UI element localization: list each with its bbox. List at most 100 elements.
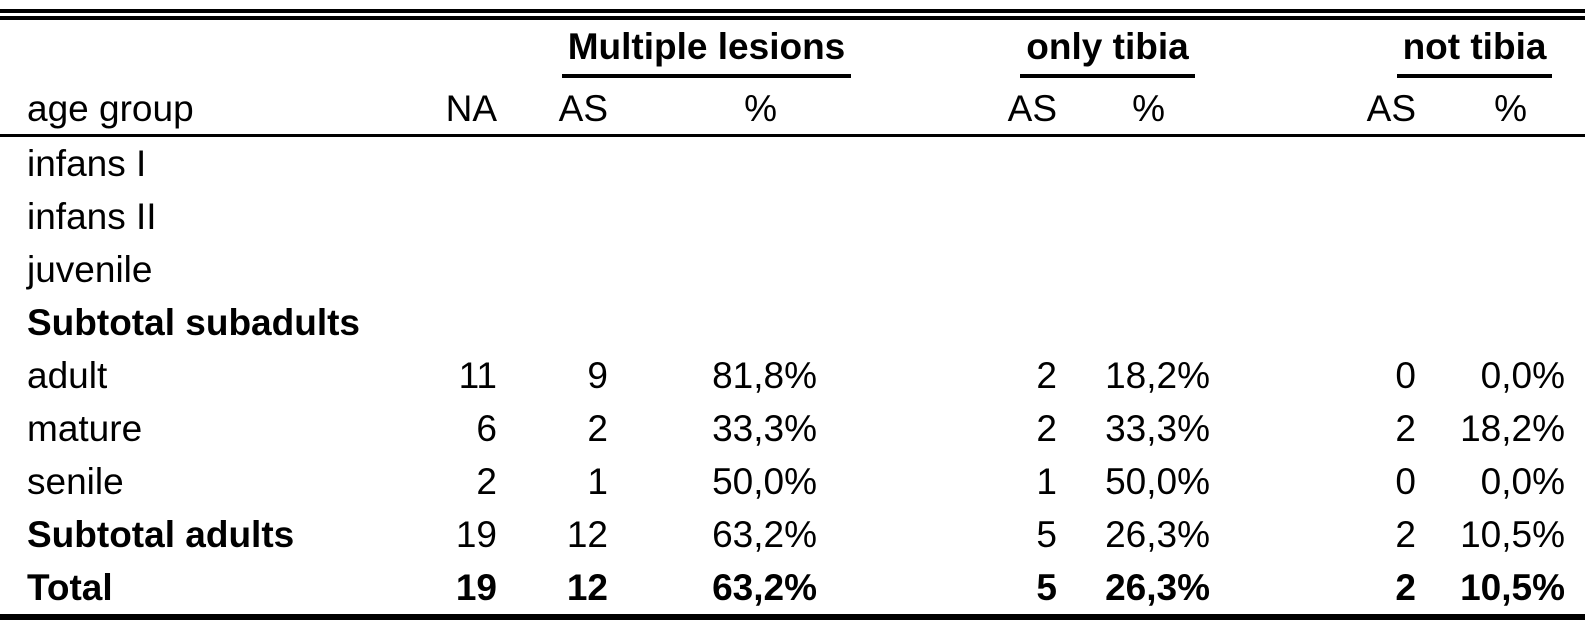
- cell-ml-pct: 50,0%: [712, 460, 817, 502]
- row-label: senile: [27, 460, 124, 502]
- table-row-juvenile: juvenile: [0, 243, 1585, 296]
- cell-na: 19: [455, 513, 497, 555]
- spacer-cell: [0, 20, 497, 78]
- row-label: Total: [27, 566, 113, 608]
- cell-nt-as: 0: [1395, 354, 1416, 396]
- group-header-only-tibia: only tibia: [960, 20, 1215, 78]
- row-label: infans II: [27, 195, 157, 237]
- spacer-cell: [1215, 349, 1330, 402]
- col-header-nt-as: AS: [1330, 78, 1416, 137]
- spacer-cell: [820, 402, 960, 455]
- spacer-cell: [820, 78, 960, 137]
- cell-ml-as: [497, 190, 608, 243]
- cell-nt-pct: [1416, 136, 1585, 191]
- table-row-senile: senile 2 1 50,0% 1 50,0% 0 0,0%: [0, 455, 1585, 508]
- cell-ml-as: [497, 136, 608, 191]
- row-label: mature: [27, 407, 143, 449]
- cell-na: 2: [476, 460, 497, 502]
- group-header-not-tibia: not tibia: [1330, 20, 1585, 78]
- cell-nt-as: [1330, 136, 1416, 191]
- cell-nt-as: 2: [1395, 513, 1416, 555]
- cell-nt-as: 0: [1395, 460, 1416, 502]
- spacer-cell: [1215, 243, 1330, 296]
- cell-ot-as: [960, 243, 1057, 296]
- cell-ot-pct: [1057, 243, 1215, 296]
- cell-ot-pct: [1057, 296, 1215, 349]
- cell-ml-as: [497, 243, 608, 296]
- cell-ml-pct: 33,3%: [712, 407, 817, 449]
- cell-ot-as: 5: [1036, 513, 1057, 555]
- table-row-mature: mature 6 2 33,3% 2 33,3% 2 18,2%: [0, 402, 1585, 455]
- spacer-cell: [1215, 402, 1330, 455]
- cell-nt-pct: [1416, 296, 1585, 349]
- table-top-double-rule: [0, 9, 1585, 20]
- spacer-cell: [820, 243, 960, 296]
- spacer-cell: [1215, 296, 1330, 349]
- cell-ml-pct: 63,2%: [712, 513, 817, 555]
- col-header-age-group: age group: [0, 78, 420, 137]
- cell-nt-as: [1330, 296, 1416, 349]
- cell-nt-as: 2: [1395, 566, 1416, 608]
- cell-na: [420, 243, 497, 296]
- cell-ml-pct: 63,2%: [712, 566, 817, 608]
- cell-nt-as: [1330, 190, 1416, 243]
- cell-nt-pct: [1416, 190, 1585, 243]
- cell-na: 6: [476, 407, 497, 449]
- cell-ot-as: [960, 296, 1057, 349]
- cell-ml-as: [497, 296, 608, 349]
- cell-nt-pct: 0,0%: [1480, 354, 1565, 396]
- cell-ml-pct: [608, 190, 820, 243]
- row-label: Subtotal adults: [27, 513, 295, 555]
- cell-na: 11: [458, 354, 497, 396]
- row-label: infans I: [27, 142, 147, 184]
- row-label: Subtotal subadults: [27, 301, 360, 343]
- cell-ml-pct: 81,8%: [712, 354, 817, 396]
- col-header-na: NA: [420, 78, 497, 137]
- cell-ot-pct: 50,0%: [1105, 460, 1210, 502]
- cell-ot-pct: [1057, 190, 1215, 243]
- col-header-ot-as: AS: [960, 78, 1057, 137]
- cell-nt-as: [1330, 243, 1416, 296]
- spacer-cell: [1215, 78, 1330, 137]
- spacer-cell: [1215, 508, 1330, 561]
- spacer-cell: [1215, 190, 1330, 243]
- cell-na: [420, 296, 497, 349]
- cell-ot-pct: 33,3%: [1105, 407, 1210, 449]
- cell-ml-as: 1: [587, 460, 608, 502]
- table-row-total: Total 19 12 63,2% 5 26,3% 2 10,5%: [0, 561, 1585, 614]
- row-label: adult: [27, 354, 108, 396]
- cell-ml-as: 2: [587, 407, 608, 449]
- cell-na: [420, 190, 497, 243]
- row-label: juvenile: [27, 248, 153, 290]
- table-row-infans-1: infans I: [0, 136, 1585, 191]
- spacer-cell: [1215, 136, 1330, 191]
- spacer-cell: [1215, 20, 1330, 78]
- cell-ot-pct: 26,3%: [1105, 566, 1210, 608]
- table-bottom-rule: [0, 614, 1585, 620]
- cell-nt-pct: 18,2%: [1460, 407, 1565, 449]
- table-row-infans-2: infans II: [0, 190, 1585, 243]
- group-header-not-tibia-label: not tibia: [1396, 26, 1553, 78]
- cell-nt-as: 2: [1395, 407, 1416, 449]
- cell-ml-pct: [608, 296, 820, 349]
- cell-nt-pct: [1416, 243, 1585, 296]
- spacer-cell: [820, 296, 960, 349]
- cell-ml-as: 12: [566, 513, 608, 555]
- cell-ot-pct: 26,3%: [1105, 513, 1210, 555]
- lesion-distribution-table: Multiple lesions only tibia not tibia ag…: [0, 20, 1585, 614]
- cell-na: 19: [455, 566, 497, 608]
- col-header-ml-as: AS: [497, 78, 608, 137]
- spacer-cell: [1215, 561, 1330, 614]
- table-row-subtotal-adults: Subtotal adults 19 12 63,2% 5 26,3% 2 10…: [0, 508, 1585, 561]
- cell-ml-as: 12: [566, 566, 608, 608]
- cell-ot-as: [960, 190, 1057, 243]
- group-header-only-tibia-label: only tibia: [1020, 26, 1195, 78]
- group-header-multiple-lesions: Multiple lesions: [497, 20, 960, 78]
- spacer-cell: [1215, 455, 1330, 508]
- spacer-cell: [820, 136, 960, 191]
- cell-ot-as: 5: [1036, 566, 1057, 608]
- group-header-row: Multiple lesions only tibia not tibia: [0, 20, 1585, 78]
- cell-ml-pct: [608, 136, 820, 191]
- column-header-row: age group NA AS % AS % AS %: [0, 78, 1585, 137]
- spacer-cell: [820, 455, 960, 508]
